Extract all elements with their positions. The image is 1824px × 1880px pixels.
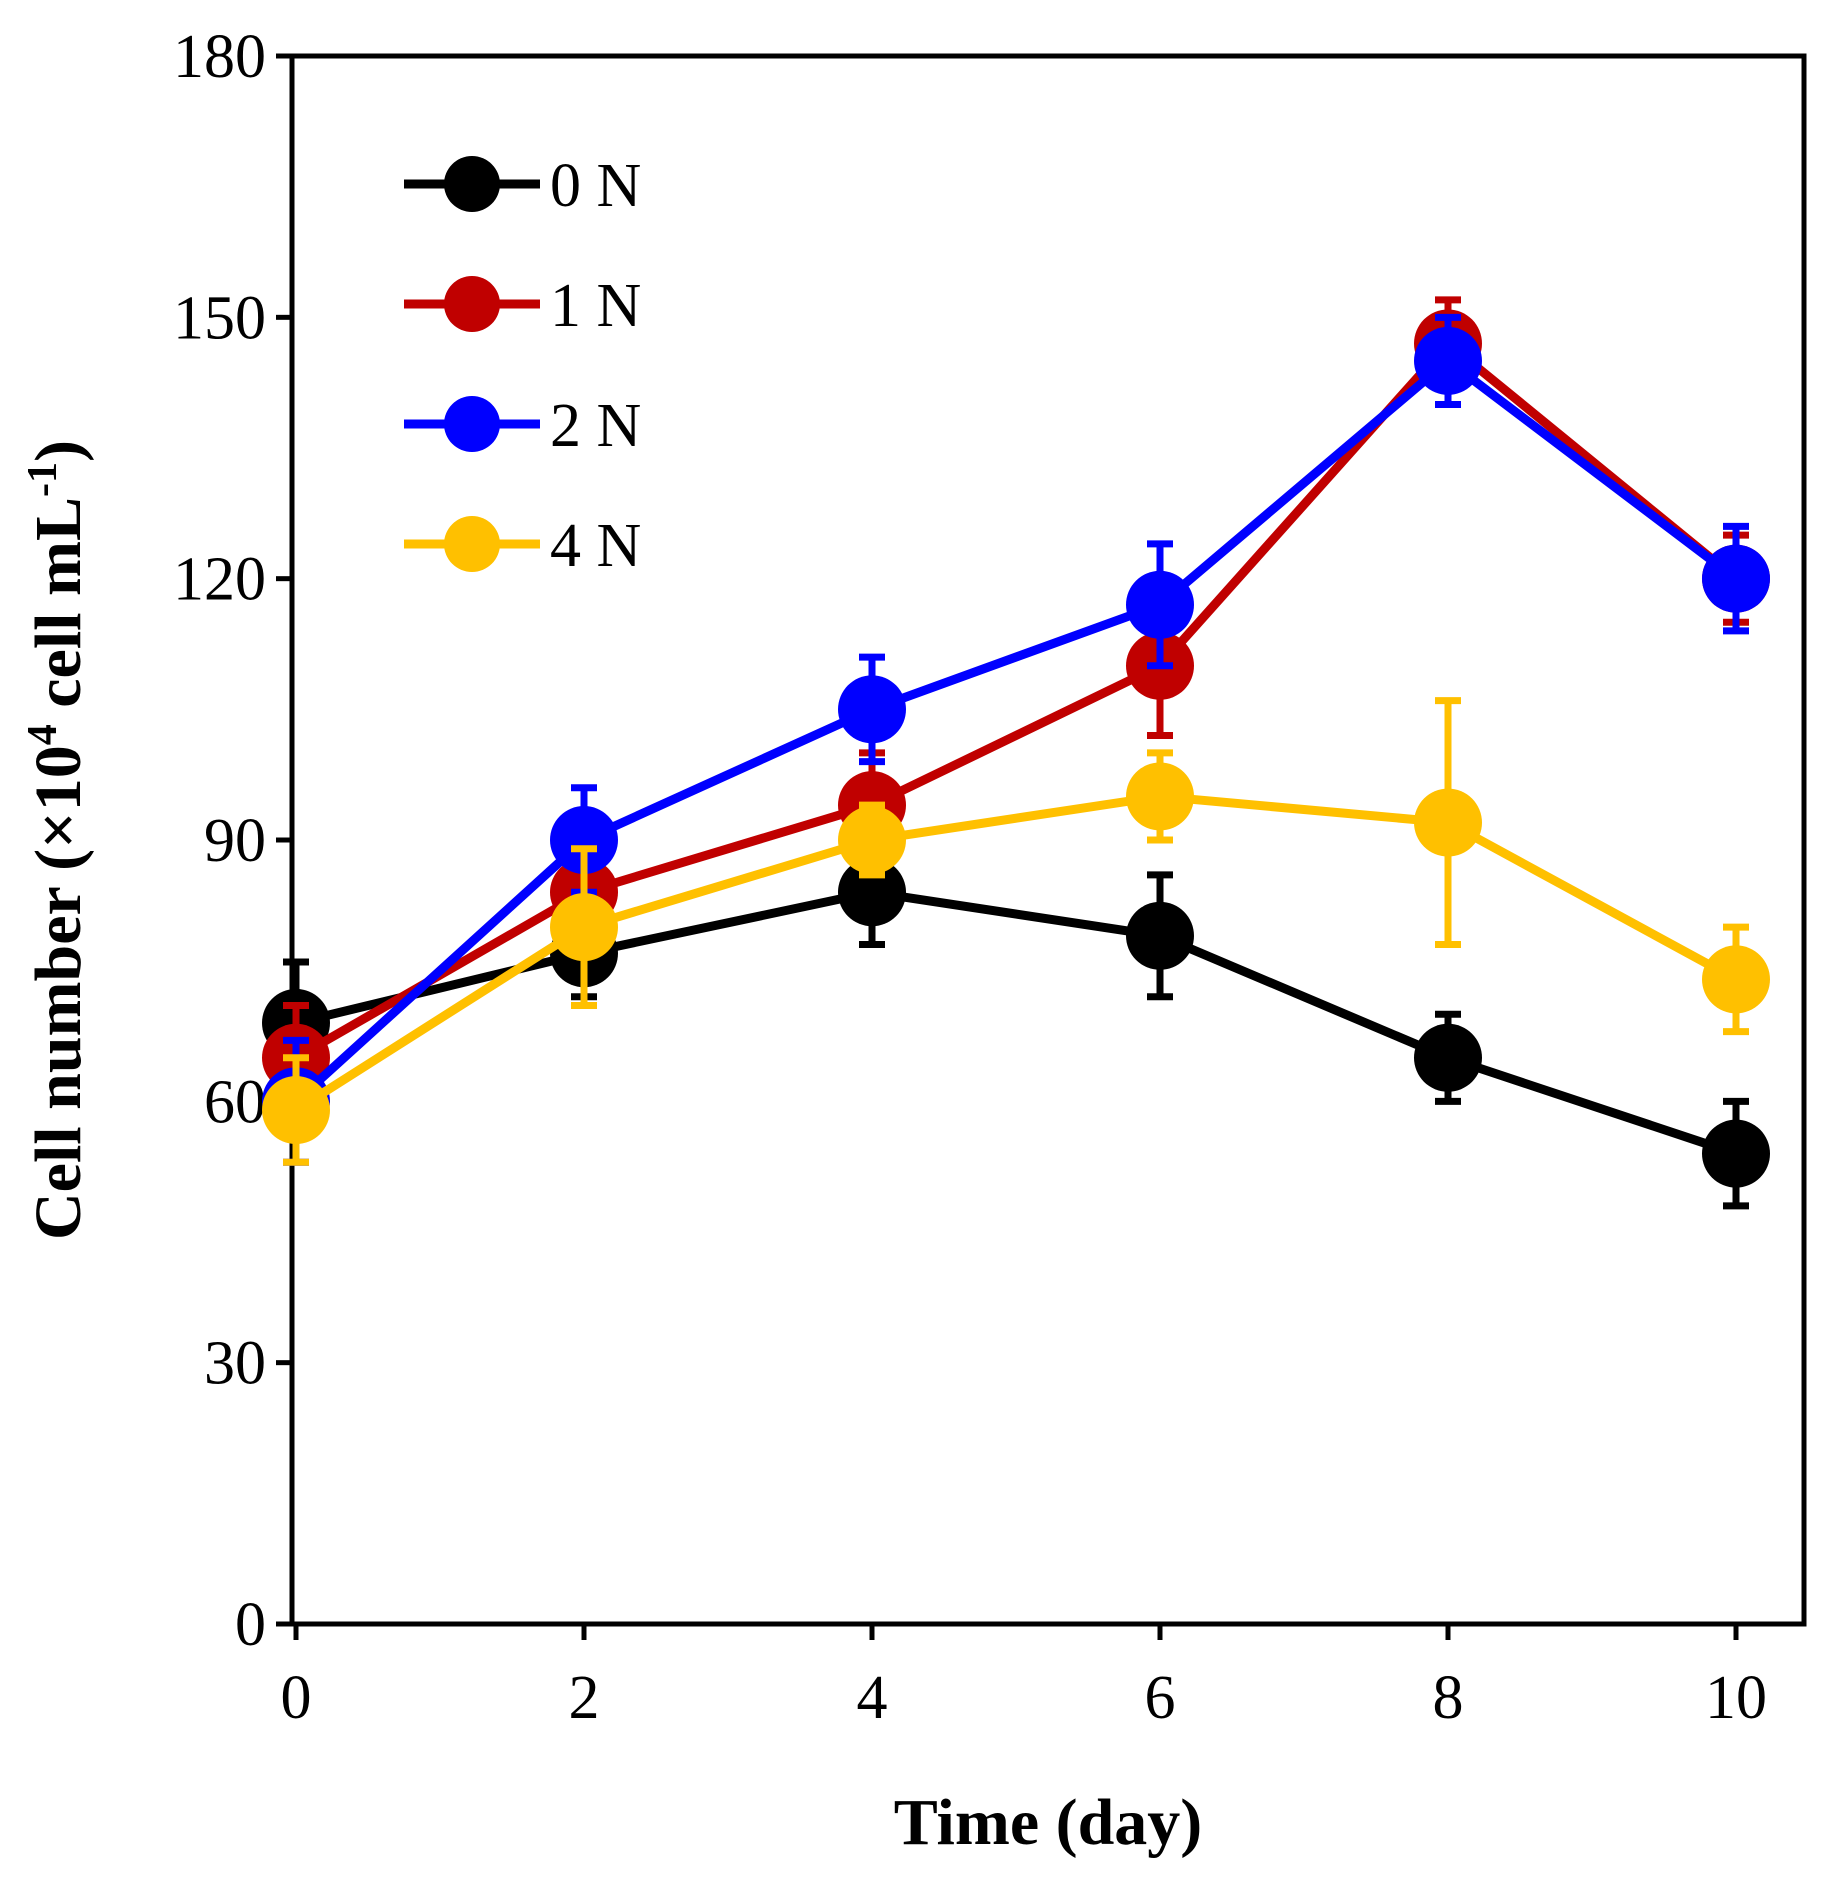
y-tick-label: 150 [173, 284, 266, 352]
data-point [1702, 544, 1770, 613]
y-tick-label: 90 [204, 807, 266, 875]
legend-swatch-marker [444, 516, 500, 572]
data-point [262, 1076, 330, 1145]
y-axis-title-exp2: -1 [20, 462, 66, 497]
data-point [1702, 945, 1770, 1014]
data-point [1702, 1119, 1770, 1188]
legend-label: 0 N [550, 152, 641, 220]
y-axis-title-suffix: ) [22, 440, 95, 462]
x-axis-title: Time (day) [894, 1786, 1203, 1859]
data-point [838, 858, 906, 927]
data-point [838, 675, 906, 744]
y-tick-label: 180 [173, 23, 266, 91]
x-tick-label: 0 [281, 1664, 312, 1732]
x-tick-label: 8 [1433, 1664, 1464, 1732]
legend-item: 1 N [404, 272, 641, 340]
data-point [838, 806, 906, 874]
legend-item: 2 N [404, 392, 641, 460]
y-tick-label: 30 [204, 1330, 266, 1398]
data-point [1414, 788, 1482, 857]
y-tick-label: 60 [204, 1068, 266, 1136]
series-layer [262, 296, 1770, 1210]
y-axis-title-middle: cell mL [22, 497, 95, 724]
legend-swatch-marker [444, 276, 500, 332]
y-axis-title-prefix: Cell number (×10 [22, 745, 95, 1240]
x-tick-label: 6 [1145, 1664, 1176, 1732]
y-axis-title-exp1: 4 [20, 724, 66, 745]
y-tick-label: 120 [173, 546, 266, 614]
data-point [1126, 762, 1194, 831]
y-axis-ticks: 0 30 60 90 120 150 180 [173, 23, 292, 1659]
series-line [293, 791, 1739, 1114]
legend-swatch-marker [444, 156, 500, 212]
y-axis-title: Cell number (×104 cell mL-1) [20, 440, 95, 1240]
y-tick-label: 0 [235, 1591, 266, 1659]
data-point [1126, 570, 1194, 639]
series-line [294, 887, 1738, 1158]
legend-label: 4 N [550, 512, 641, 580]
x-axis-ticks: 0 2 4 6 8 10 [281, 1624, 1767, 1732]
plot-frame [289, 53, 1807, 1627]
data-point [1414, 1023, 1482, 1092]
legend-label: 1 N [550, 272, 641, 340]
series-line [292, 356, 1739, 1105]
data-point [550, 806, 618, 874]
legend: 0 N 1 N 2 N 4 N [404, 152, 641, 580]
legend-item: 0 N [404, 152, 641, 220]
legend-swatch-marker [444, 396, 500, 452]
legend-label: 2 N [550, 392, 641, 460]
data-point [1414, 326, 1482, 395]
legend-item: 4 N [404, 512, 641, 580]
x-tick-label: 10 [1705, 1664, 1767, 1732]
series-4n [262, 697, 1770, 1166]
data-point [1126, 901, 1194, 970]
x-tick-label: 4 [857, 1664, 888, 1732]
x-tick-label: 2 [569, 1664, 600, 1732]
series-line [293, 338, 1739, 1062]
data-point [550, 893, 618, 962]
